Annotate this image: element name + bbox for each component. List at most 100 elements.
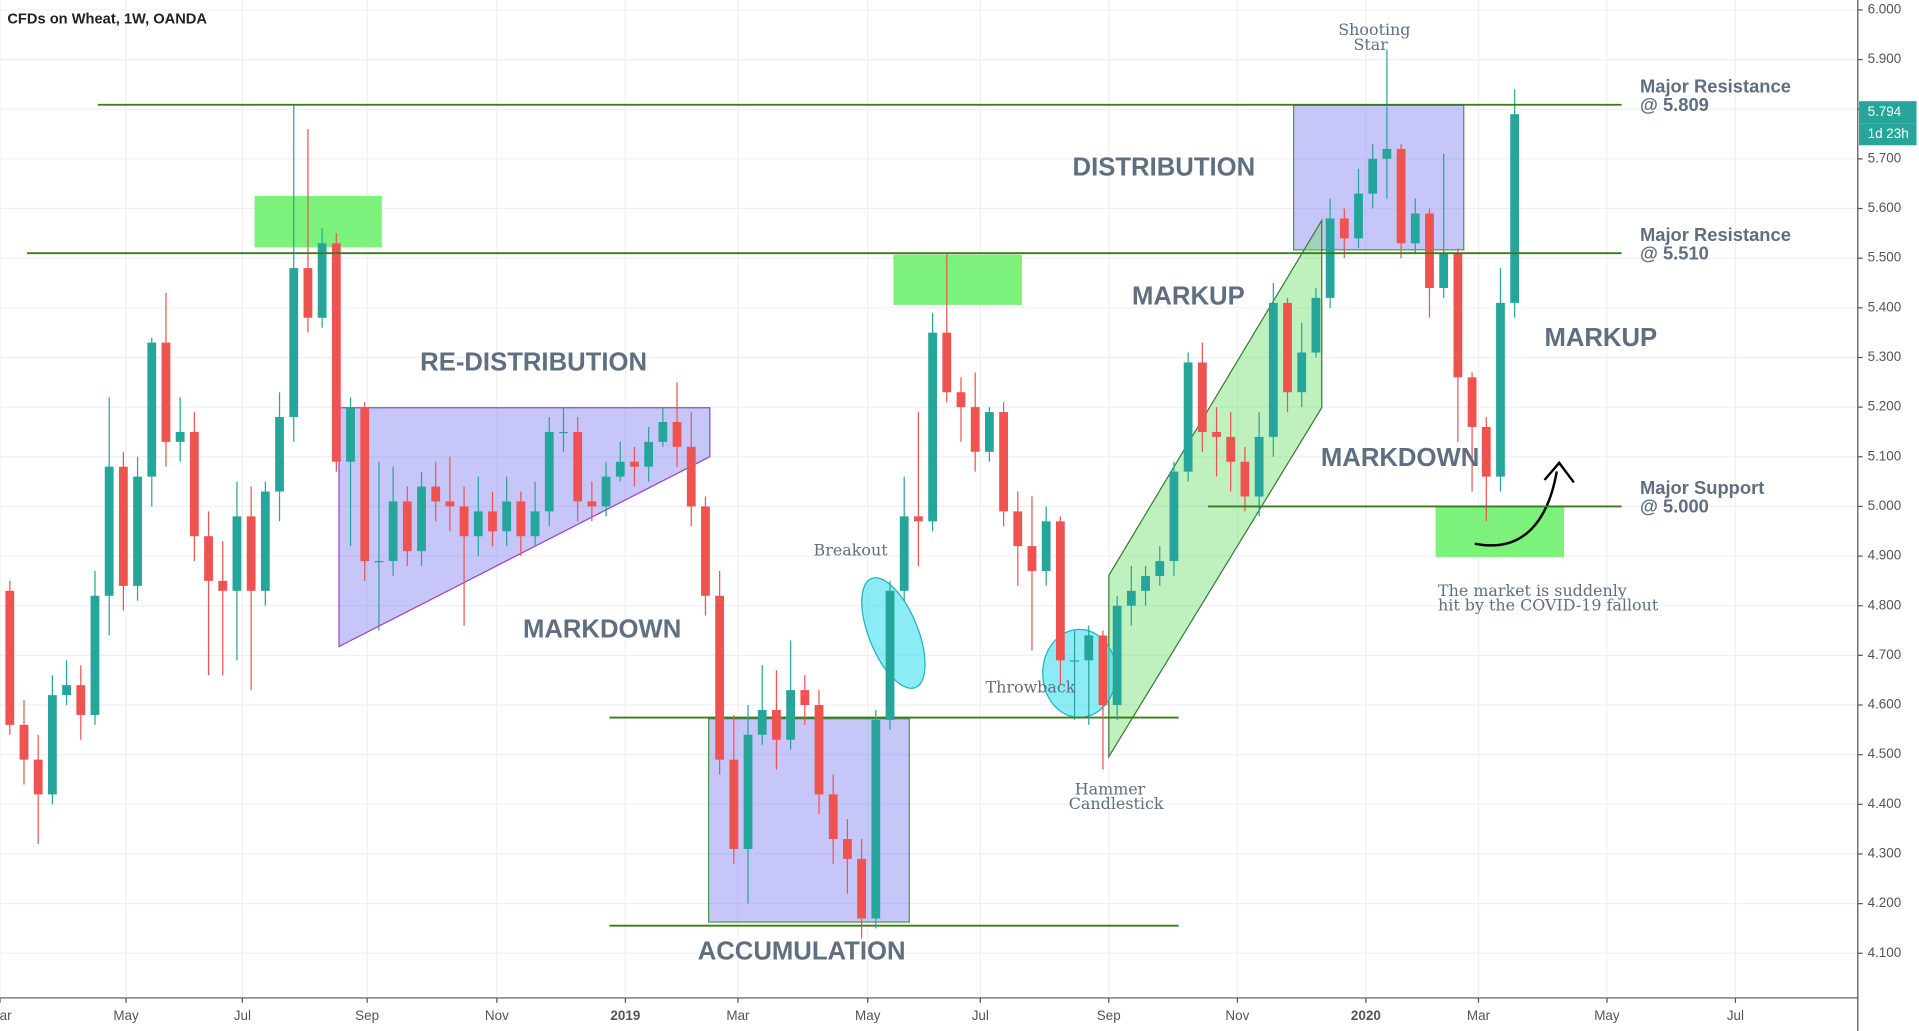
candle-body	[360, 407, 370, 562]
candle-body	[1481, 426, 1491, 477]
candle-body	[502, 501, 512, 532]
level-name: Major Resistance	[1640, 224, 1791, 245]
drawings	[254, 104, 1575, 927]
candle-body	[1226, 436, 1236, 462]
x-tick-label: Sep	[355, 1008, 379, 1023]
arrow-head	[1543, 460, 1575, 484]
annotation: RE-DISTRIBUTION	[420, 348, 647, 376]
countdown-label: 1d 23h	[1868, 126, 1909, 141]
y-tick-label: 5.100	[1868, 448, 1902, 463]
candle-body	[90, 595, 100, 715]
annotations: RE-DISTRIBUTION MARKDOWN ACCUMULATION DI…	[420, 20, 1659, 965]
candle-body	[729, 759, 739, 849]
annotation: The market is suddenly	[1438, 581, 1627, 600]
annotation: Breakout	[814, 541, 889, 560]
candle-body	[1197, 362, 1207, 432]
candle-body	[1112, 605, 1122, 706]
candle-body	[1240, 461, 1250, 497]
candle-body	[1325, 218, 1335, 298]
candle-body	[942, 332, 952, 393]
candle-body	[1382, 148, 1392, 159]
y-tick-label: 5.700	[1868, 150, 1902, 165]
candle-body	[956, 392, 966, 408]
x-tick-label: Jul	[972, 1008, 989, 1023]
candle-body	[331, 243, 341, 462]
chart-title: CFDs on Wheat, 1W, OANDA	[7, 11, 207, 27]
x-tick-label: Mar	[0, 1008, 12, 1023]
candle-body	[615, 461, 625, 477]
candle-body	[658, 422, 668, 442]
candle-body	[701, 506, 710, 596]
countdown-box	[1859, 123, 1917, 146]
candle-body	[1141, 575, 1150, 591]
annotation: MARKUP	[1544, 324, 1657, 352]
candle-body	[1183, 362, 1193, 472]
candle-body	[516, 501, 526, 537]
candle-body	[1027, 546, 1037, 571]
level-name: Major Support	[1640, 477, 1764, 498]
candle-body	[1467, 377, 1477, 427]
candle-body	[913, 516, 923, 522]
last-price-label: 5.794	[1868, 104, 1902, 119]
candle-body	[346, 407, 355, 462]
y-tick-label: 4.500	[1868, 746, 1902, 761]
candle-body	[161, 342, 171, 442]
level-label: @ 5.809	[1640, 94, 1709, 115]
candle-body	[573, 431, 583, 502]
candle-body	[1311, 297, 1321, 353]
candle-body	[1297, 352, 1307, 393]
candle-body	[1510, 114, 1520, 303]
annotation: Candlestick	[1069, 794, 1164, 813]
y-tick-label: 4.200	[1868, 895, 1902, 910]
y-tick-label: 5.300	[1868, 349, 1902, 364]
candle-body	[1084, 635, 1094, 661]
annotation: MARKDOWN	[1321, 444, 1479, 472]
x-tick-label: Sep	[1097, 1008, 1121, 1023]
candle-body	[1439, 253, 1449, 288]
annotation: hit by the COVID-19 fallout	[1438, 596, 1659, 615]
y-tick-label: 5.200	[1868, 399, 1902, 414]
x-tick-label: Mar	[726, 1008, 750, 1023]
candle-body	[1268, 302, 1278, 437]
candle-body	[1126, 590, 1136, 606]
candle-body	[1283, 302, 1292, 393]
candle-body	[814, 705, 824, 795]
candle-body	[828, 794, 838, 840]
candle-body	[175, 431, 185, 442]
candle-body	[147, 342, 157, 477]
y-tick-label: 5.500	[1868, 250, 1902, 265]
y-tick-label: 4.100	[1868, 945, 1902, 960]
candle-body	[1339, 218, 1349, 239]
x-tick-label: Mar	[1467, 1008, 1491, 1023]
candle-body	[204, 536, 213, 581]
y-tick-label: 4.300	[1868, 846, 1902, 861]
level-label: @ 5.000	[1640, 495, 1709, 516]
candle-body	[19, 724, 29, 760]
zone	[254, 195, 382, 248]
level-name: Major Resistance	[1640, 75, 1791, 96]
candle-body	[402, 501, 412, 552]
candle-body	[1354, 193, 1363, 239]
candle-body	[260, 491, 270, 591]
candle-body	[1098, 635, 1108, 706]
candle-body	[1212, 431, 1221, 437]
distribution-box	[1292, 104, 1465, 251]
candle-body	[786, 690, 796, 740]
candle-body	[843, 839, 852, 859]
candle-body	[1254, 436, 1264, 497]
candle-body	[530, 511, 540, 537]
candle-body	[672, 422, 682, 447]
x-tick-label: Nov	[1225, 1008, 1249, 1023]
candle-body	[1425, 213, 1434, 288]
candle-body	[133, 476, 142, 586]
candle-body	[715, 595, 725, 760]
candle-body	[388, 501, 398, 562]
candle-body	[644, 441, 654, 467]
candle-body	[431, 486, 441, 502]
candle-body	[1368, 158, 1378, 194]
y-tick-label: 5.000	[1868, 498, 1902, 513]
candle-body	[1453, 253, 1463, 378]
candle-body	[246, 516, 256, 591]
